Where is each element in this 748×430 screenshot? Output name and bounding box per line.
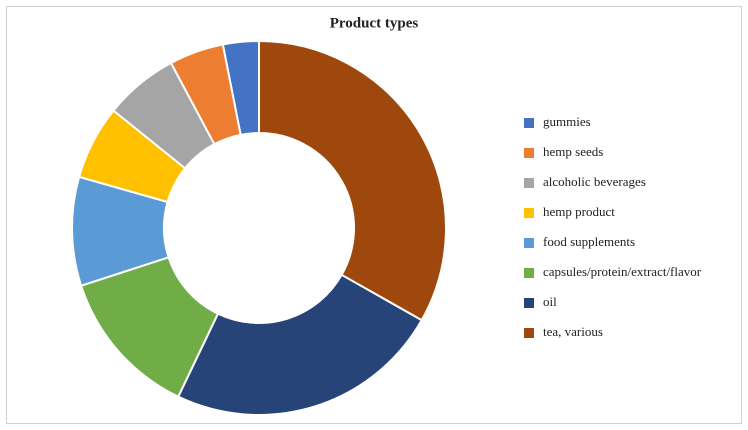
legend-swatch xyxy=(524,118,534,128)
donut-segment xyxy=(258,39,447,322)
legend-swatch xyxy=(524,328,534,338)
chart-title: Product types xyxy=(330,15,419,31)
legend-swatch xyxy=(524,238,534,248)
legend-swatch xyxy=(524,268,534,278)
legend-label: alcoholic beverages xyxy=(543,174,646,189)
legend-swatch xyxy=(524,148,534,158)
legend-label: gummies xyxy=(543,114,591,129)
legend-label: hemp seeds xyxy=(543,144,603,159)
legend-swatch xyxy=(524,208,534,218)
legend-swatch xyxy=(524,298,534,308)
legend-label: oil xyxy=(543,294,557,309)
legend-swatch xyxy=(524,178,534,188)
donut-segment xyxy=(176,273,424,416)
legend-label: tea, various xyxy=(543,324,603,339)
legend-label: capsules/protein/extract/flavor xyxy=(543,264,702,279)
legend-label: hemp product xyxy=(543,204,615,219)
legend-label: food supplements xyxy=(543,234,635,249)
